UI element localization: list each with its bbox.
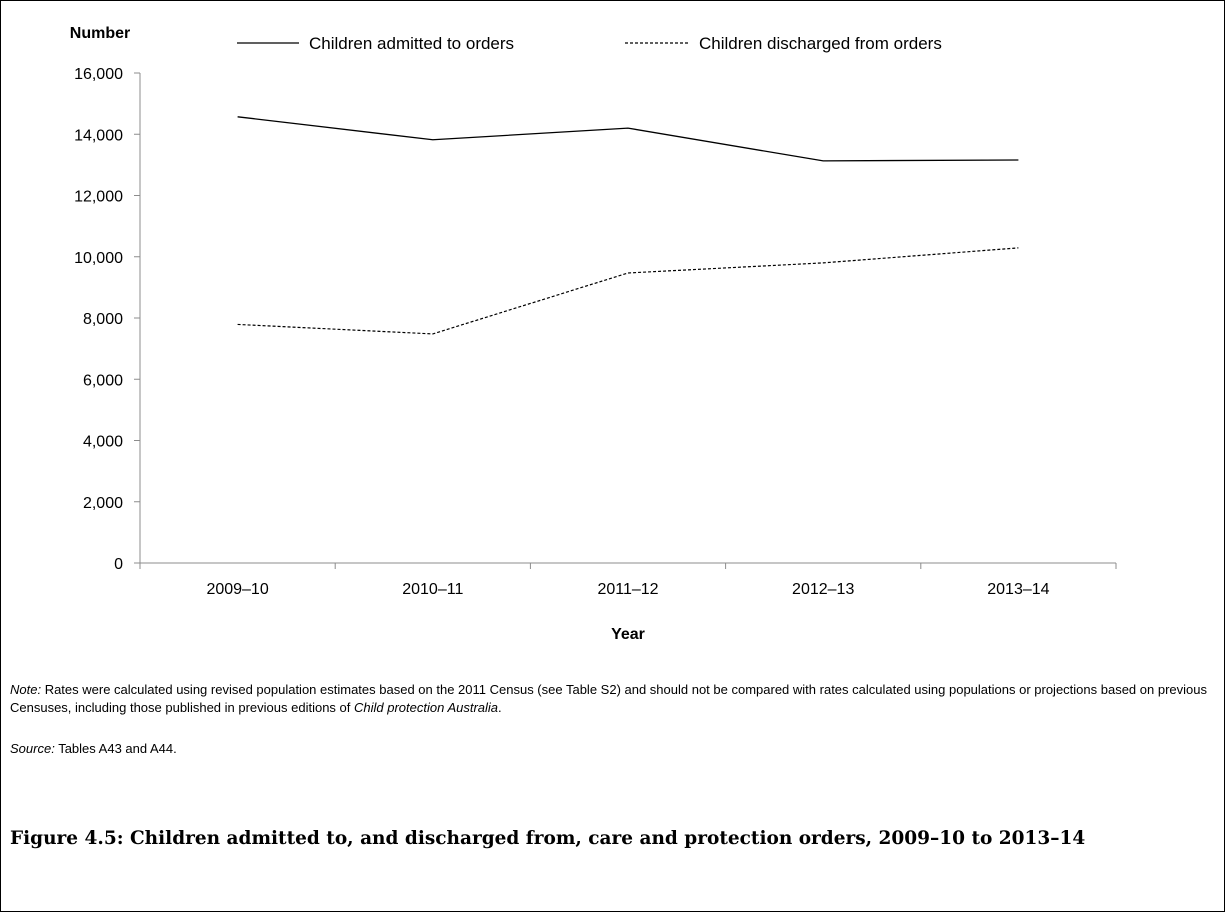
source-text: Tables A43 and A44. bbox=[54, 741, 177, 756]
y-tick-label: 12,000 bbox=[74, 189, 123, 206]
y-axis-title: Number bbox=[70, 25, 130, 42]
figure-source: Source: Tables A43 and A44. bbox=[10, 741, 177, 756]
legend-label-admitted: Children admitted to orders bbox=[309, 34, 514, 53]
y-tick-label: 2,000 bbox=[83, 495, 123, 512]
y-tick-label: 0 bbox=[114, 556, 123, 573]
y-tick-label: 6,000 bbox=[83, 372, 123, 389]
x-tick-label: 2013–14 bbox=[987, 581, 1049, 598]
y-tick-label: 16,000 bbox=[74, 66, 123, 83]
y-tick-label: 14,000 bbox=[74, 127, 123, 144]
note-text-1: Rates were calculated using revised popu… bbox=[10, 682, 1207, 715]
y-tick-label: 10,000 bbox=[74, 250, 123, 267]
y-tick-label: 8,000 bbox=[83, 311, 123, 328]
series-line-admitted bbox=[237, 116, 1019, 162]
note-italic-title: Child protection Australia bbox=[354, 700, 499, 715]
y-tick-label: 4,000 bbox=[83, 434, 123, 451]
note-text-2: . bbox=[498, 700, 502, 715]
figure-caption: Figure 4.5: Children admitted to, and di… bbox=[10, 828, 1086, 849]
figure-note: Note: Rates were calculated using revise… bbox=[10, 681, 1215, 717]
x-tick-label: 2011–12 bbox=[597, 581, 658, 598]
note-label: Note: bbox=[10, 682, 42, 697]
legend-label-discharged: Children discharged from orders bbox=[699, 34, 942, 53]
source-label: Source: bbox=[10, 741, 55, 756]
x-axis-title: Year bbox=[611, 626, 645, 643]
series-line-discharged bbox=[237, 247, 1019, 335]
x-tick-label: 2010–11 bbox=[402, 581, 463, 598]
line-chart: 0 2,000 4,000 6,000 8,000 10,000 12,000 14,000 1… bbox=[70, 25, 1117, 643]
x-tick-label: 2009–10 bbox=[206, 581, 268, 598]
x-tick-label: 2012–13 bbox=[792, 581, 854, 598]
